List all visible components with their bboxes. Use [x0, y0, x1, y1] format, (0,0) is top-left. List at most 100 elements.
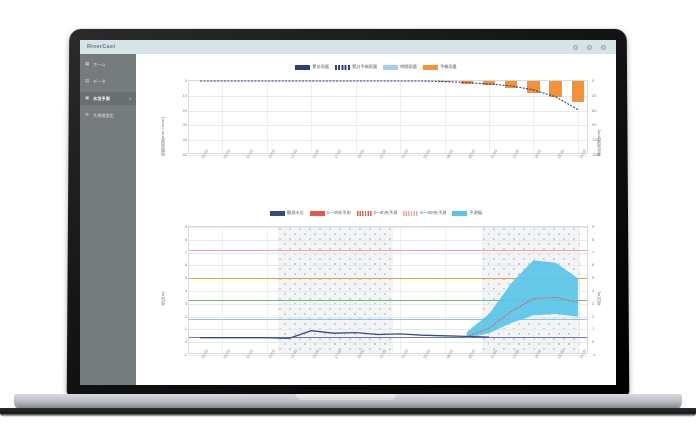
threshold-evacuation-level: [189, 278, 587, 279]
legend-swatch-0: [270, 210, 286, 216]
gridline: [355, 81, 357, 153]
sidebar-item-waterlevel-forecast[interactable]: ▣ 水位予測 ▾: [80, 92, 136, 105]
rainfall-chart: 累計雨量 累計予報雨量 時間雨量 予報雨量 時間雨量[mm / hour] 累計雨量[…: [136, 54, 616, 202]
waterlevel-ytick: 7: [184, 249, 187, 255]
legend-swatch-3: [403, 210, 419, 216]
settings-icon: ⚙: [85, 112, 90, 118]
waterlevel-ytick: 8: [184, 236, 187, 242]
legend-label: 3～6h先予測: [373, 210, 398, 215]
waterlevel-ytick: 0: [184, 339, 187, 345]
waterlevel-ytick-right: 9: [592, 224, 595, 229]
sidebar-item-label: 大規模設定: [93, 112, 114, 118]
gridline: [444, 227, 446, 353]
help-icon[interactable]: [573, 44, 578, 50]
gridline: [189, 155, 587, 156]
forecast-icon: ▣: [85, 95, 90, 101]
gridline: [189, 265, 587, 266]
legend-item: 1～3h先予測: [309, 210, 351, 216]
app-title: RiverCast: [87, 44, 116, 50]
gridline: [400, 81, 401, 153]
waterlevel-ytick-right: 7: [592, 249, 595, 255]
legend-label: 予測幅: [469, 210, 482, 215]
gridline: [577, 81, 579, 153]
threshold-caution-level: [189, 299, 587, 301]
home-icon: ▦: [85, 61, 90, 67]
rainfall-ytick-right: 30: [592, 92, 597, 98]
gridline: [189, 291, 587, 292]
legend-label: 6～15h先予測: [420, 210, 447, 215]
sidebar-item-settings[interactable]: ⚙ 大規模設定: [80, 109, 136, 122]
waterlevel-ytick: 6: [184, 262, 187, 268]
rainfall-bar: [527, 81, 540, 93]
waterlevel-ytick: 2: [184, 313, 187, 319]
legend-item: 観測水位: [270, 210, 304, 216]
waterlevel-ytick: 4: [184, 288, 187, 293]
legend-label: 時間雨量: [400, 64, 417, 69]
legend-swatch-0: [295, 64, 311, 70]
main-content: 累計雨量 累計予報雨量 時間雨量 予報雨量 時間雨量[mm / hour] 累計雨量[…: [136, 54, 616, 385]
sidebar-item-home[interactable]: ▦ ホーム: [80, 58, 136, 71]
rainfall-ytick-right: 0: [592, 78, 595, 83]
waterlevel-ytick: 3: [184, 300, 187, 306]
waterlevel-ytick-right: 0: [592, 339, 595, 345]
rainfall-ytick-right: 150: [592, 152, 599, 157]
waterlevel-y-axis-right-title: 水位[m]: [596, 291, 601, 306]
waterlevel-series: [200, 260, 579, 340]
gridline: [266, 227, 268, 353]
sidebar-item-label: データ: [93, 78, 106, 84]
gridline: [189, 227, 587, 228]
gridline: [189, 110, 587, 112]
laptop-base-shadow: [0, 408, 696, 417]
legend-swatch-3: [422, 64, 438, 70]
gridline: [222, 81, 223, 153]
threshold-standby-level: [189, 319, 587, 320]
rainfall-y-axis-right-title: 累計雨量[mm]: [596, 129, 601, 157]
gridline: [189, 125, 587, 126]
rainfall-plot-area: 0 10 20 30 40 50 0 30 60 90 120 150 02:30 05:00 07:30 1…: [183, 78, 599, 160]
gridline: [266, 81, 268, 153]
waterlevel-chart-legend: 観測水位 1～3h先予測 3～6h先予測 6～15h先予測 予測幅: [136, 210, 616, 216]
gridline: [189, 95, 587, 97]
gridline: [189, 329, 587, 330]
waterlevel-ytick-right: 6: [592, 262, 595, 268]
notification-icon[interactable]: [587, 44, 592, 50]
gridline: [189, 252, 587, 254]
legend-item: 時間雨量: [383, 64, 417, 70]
legend-item: 3～6h先予測: [356, 210, 398, 216]
rainfall-y-axis-title: 時間雨量[mm / hour]: [160, 116, 165, 156]
threshold-normal-level: [189, 337, 587, 338]
gridline: [222, 227, 223, 353]
waterlevel-ytick-right: 8: [592, 236, 595, 242]
gridline: [189, 239, 587, 241]
legend-swatch-1: [309, 210, 325, 216]
gridline: [189, 140, 587, 141]
waterlevel-ytick-right: 4: [592, 288, 595, 293]
rainfall-bar: [571, 81, 585, 102]
sidebar: ▦ ホーム ▤ データ ▣ 水位予測 ▾ ⚙ 大規模設定: [80, 54, 136, 385]
waterlevel-plot-area: -1 -1 0 0 1 1 2 2 3 3 4 4 5 5 6 6 7 7 8 8 9 9 02:30 05:00 07:30 1…: [183, 224, 595, 360]
waterlevel-ytick: -1: [183, 352, 187, 357]
waterlevel-ytick-right: 5: [592, 275, 595, 281]
settings-icon[interactable]: [601, 44, 606, 50]
gridline: [489, 227, 490, 353]
app-header: RiverCast: [80, 40, 616, 54]
legend-swatch-2: [383, 64, 399, 70]
waterlevel-ytick: 1: [184, 326, 187, 332]
sidebar-item-data[interactable]: ▤ データ: [80, 75, 136, 88]
gridline: [189, 316, 587, 318]
legend-item: 6～15h先予測: [403, 210, 446, 216]
legend-item: 予測幅: [452, 210, 482, 216]
threshold-danger-level: [189, 250, 587, 251]
legend-item: 予報雨量: [422, 64, 457, 70]
waterlevel-ytick: 5: [184, 275, 187, 281]
waterlevel-ytick: 9: [184, 224, 187, 229]
rainfall-bar: [438, 81, 451, 83]
legend-label: 観測水位: [287, 210, 304, 215]
gridline: [189, 342, 587, 343]
rainfall-ytick: 10: [182, 92, 187, 98]
legend-label: 累計予報雨量: [352, 64, 378, 69]
gridline: [311, 227, 312, 353]
rainfall-ytick: 20: [182, 107, 187, 113]
gridline: [400, 227, 401, 353]
